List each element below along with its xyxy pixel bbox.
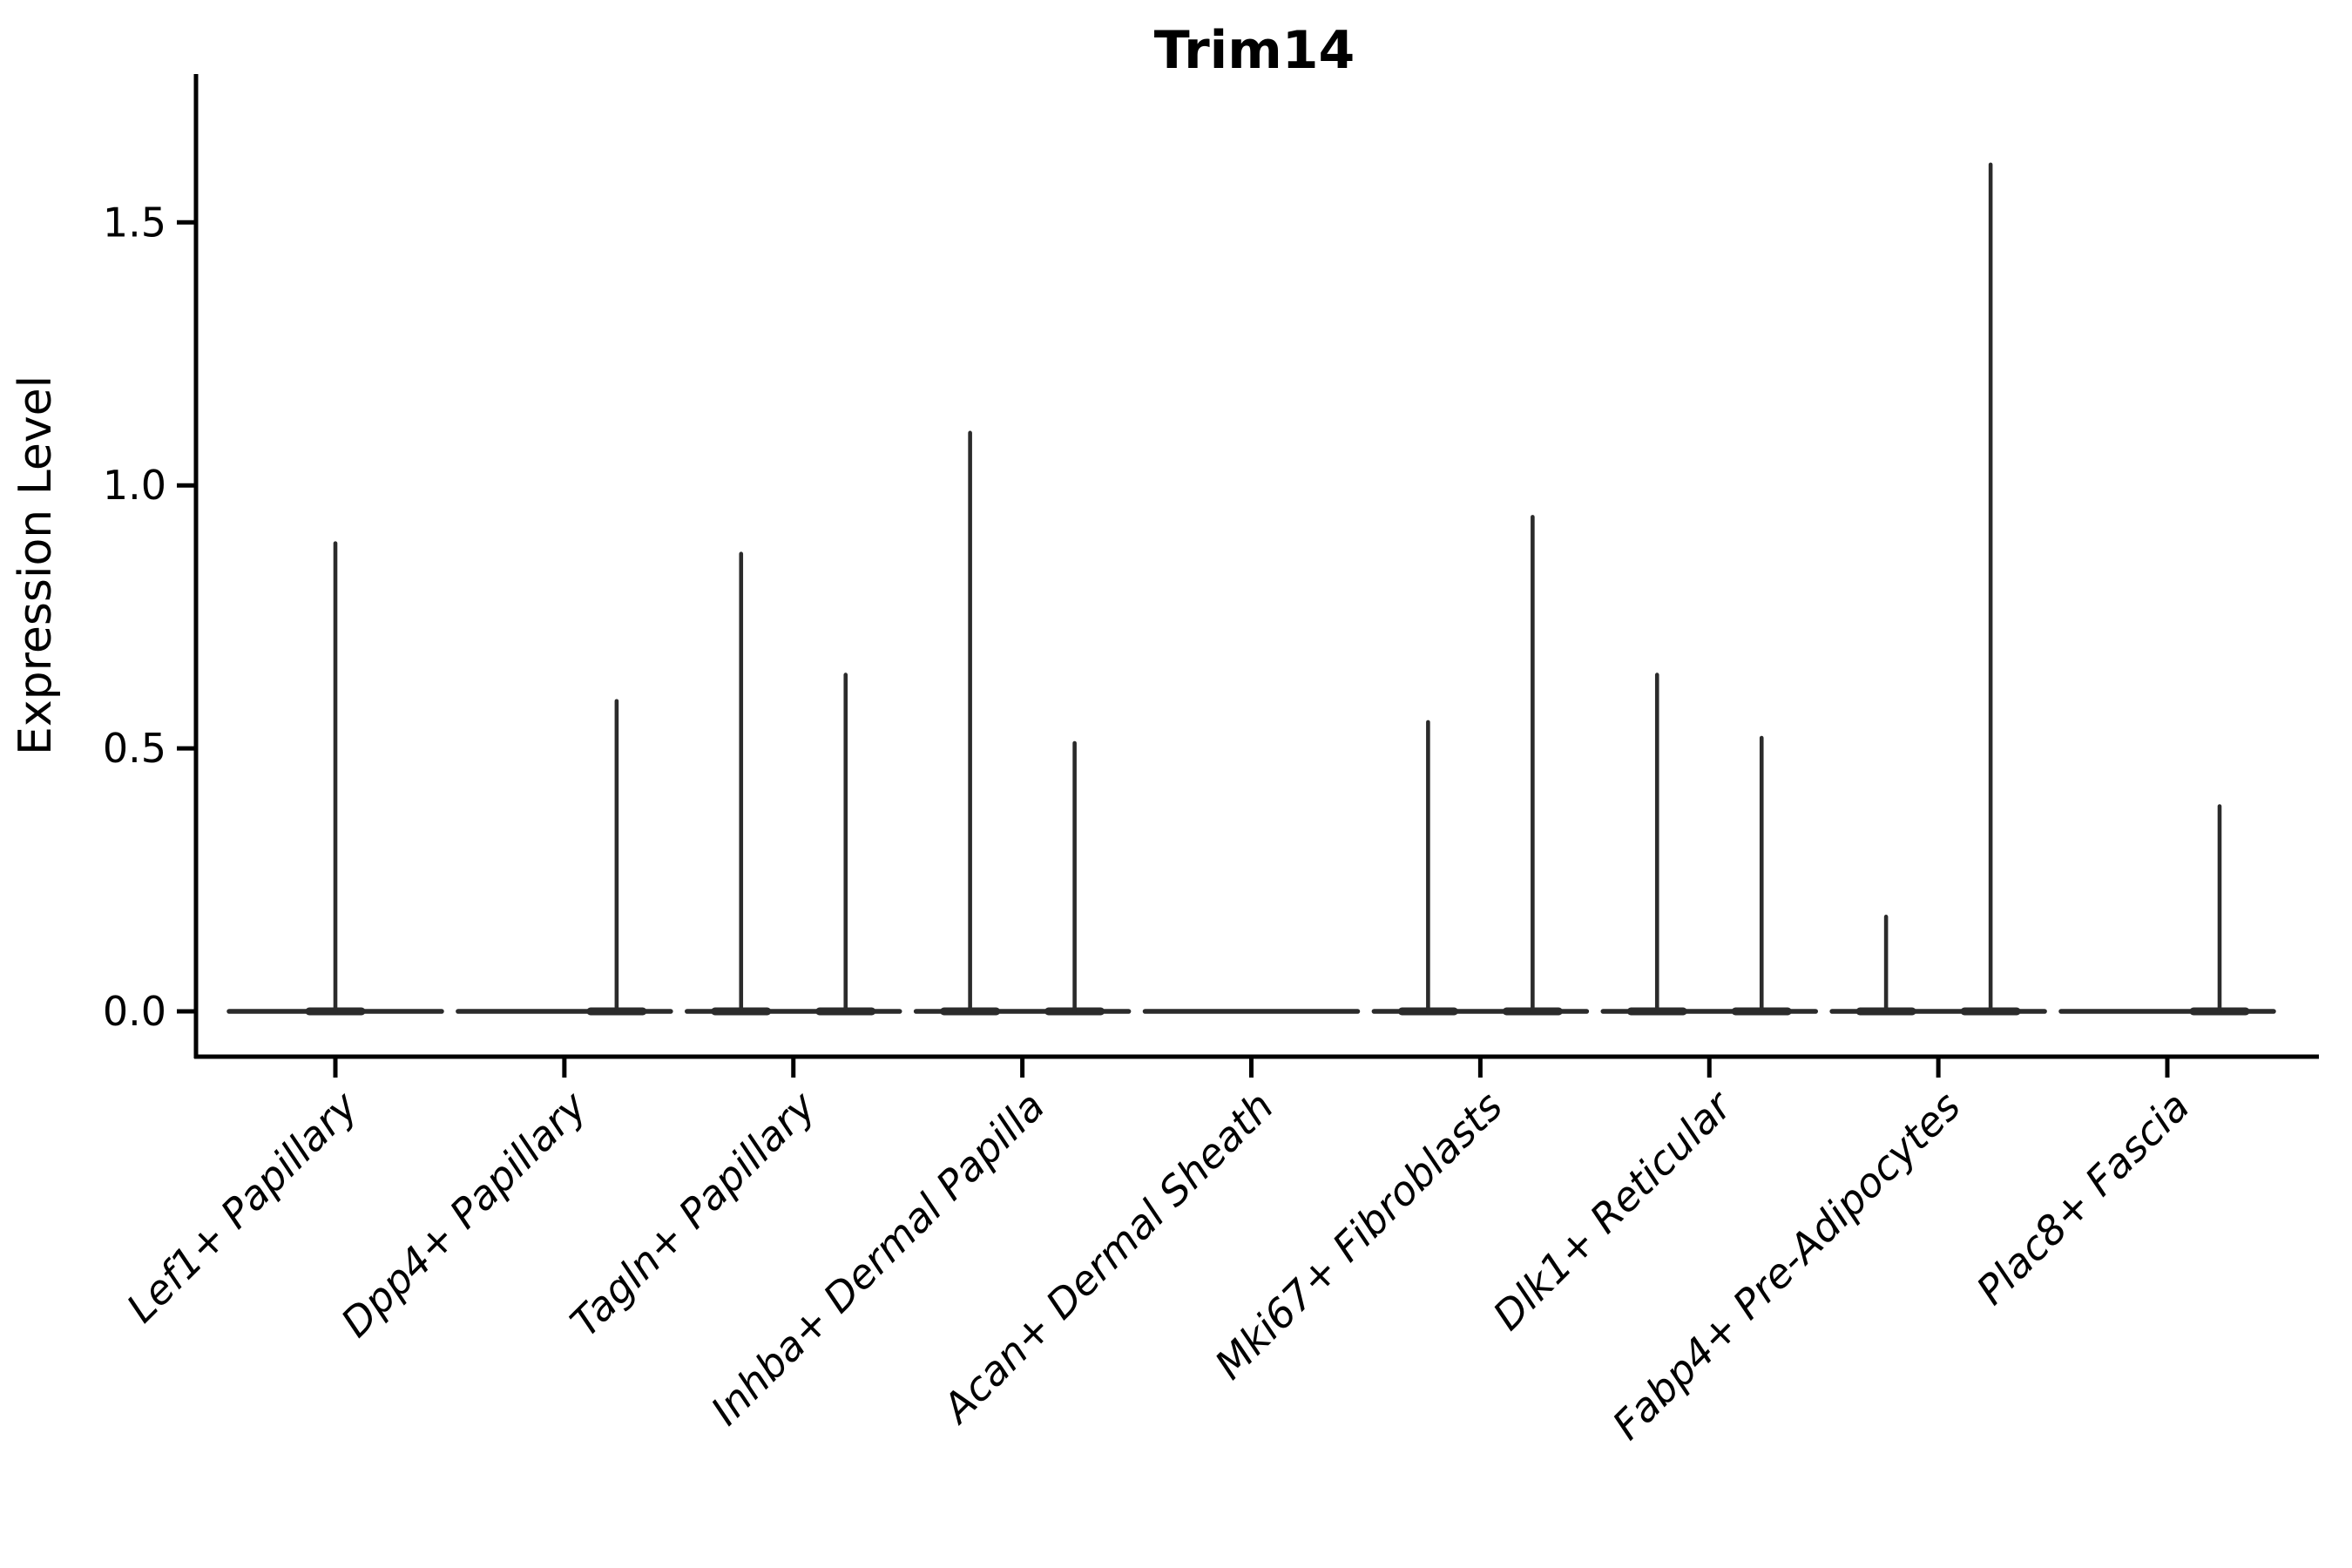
y-tick-label: 1.0 — [103, 462, 166, 509]
y-tick-label: 0.5 — [103, 725, 166, 772]
y-tick-label: 1.5 — [103, 199, 166, 246]
x-tick-label: Dpp4+ Papillary — [332, 1082, 596, 1346]
x-tick-label: Tagln+ Papillary — [561, 1082, 825, 1346]
chart-title: Trim14 — [1154, 20, 1355, 81]
y-axis-label: Expression Level — [10, 375, 62, 755]
y-tick-label: 0.0 — [103, 988, 166, 1035]
x-tick-label: Dlk1+ Reticular — [1484, 1080, 1742, 1339]
x-tick-label: Lef1+ Papillary — [118, 1082, 367, 1331]
x-tick-label: Plac8+ Fascia — [1967, 1083, 2198, 1314]
